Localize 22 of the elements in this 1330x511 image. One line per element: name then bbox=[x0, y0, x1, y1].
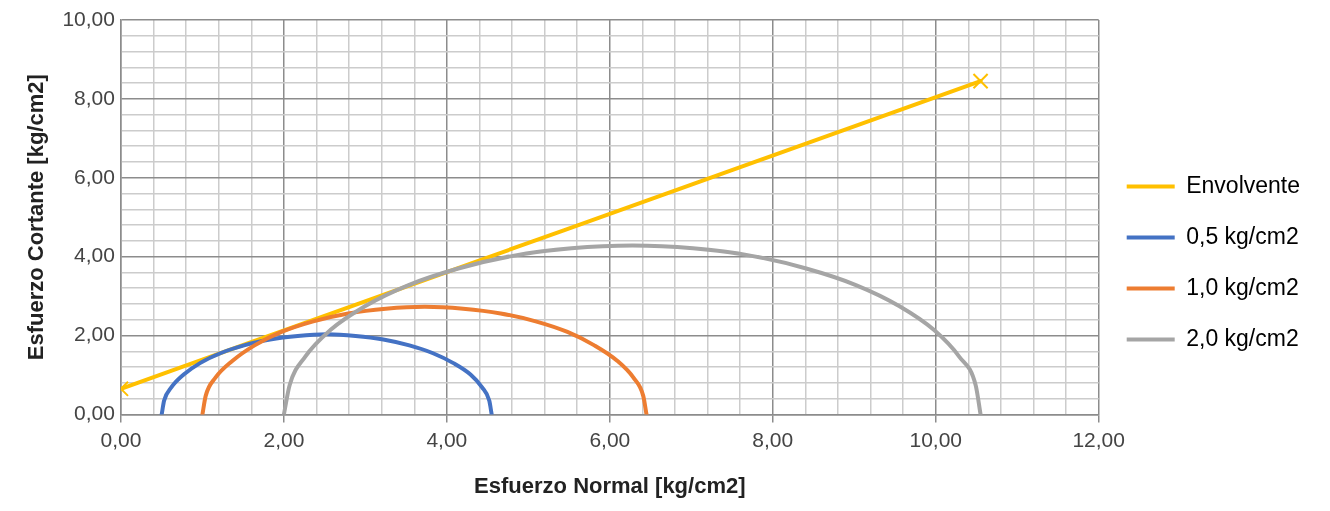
y-tick-label: 8,00 bbox=[74, 85, 115, 109]
legend-label: 0,5 kg/cm2 bbox=[1186, 222, 1299, 249]
x-tick-label: 12,00 bbox=[1072, 427, 1125, 451]
y-tick-label: 6,00 bbox=[74, 164, 115, 188]
x-axis-title: Esfuerzo Normal [kg/cm2] bbox=[474, 472, 746, 498]
x-tick-label: 6,00 bbox=[589, 427, 631, 451]
line-series bbox=[159, 332, 494, 415]
legend-label: Envolvente bbox=[1186, 171, 1301, 198]
line-series bbox=[281, 243, 983, 415]
y-tick-label: 0,00 bbox=[74, 401, 115, 425]
x-tick-label: 4,00 bbox=[426, 427, 468, 451]
legend-label: 1,0 kg/cm2 bbox=[1186, 273, 1299, 300]
y-axis-title: Esfuerzo Cortante [kg/cm2] bbox=[23, 74, 49, 361]
line-series bbox=[200, 304, 649, 415]
x-tick-label: 2,00 bbox=[263, 427, 305, 451]
x-tick-label: 0,00 bbox=[100, 427, 142, 451]
x-tick-label: 10,00 bbox=[909, 427, 963, 451]
y-tick-label: 10,00 bbox=[62, 6, 115, 30]
legend-label: 2,0 kg/cm2 bbox=[1186, 324, 1299, 351]
y-tick-label: 2,00 bbox=[74, 322, 115, 346]
y-tick-label: 4,00 bbox=[74, 243, 115, 267]
x-tick-label: 8,00 bbox=[752, 427, 794, 451]
